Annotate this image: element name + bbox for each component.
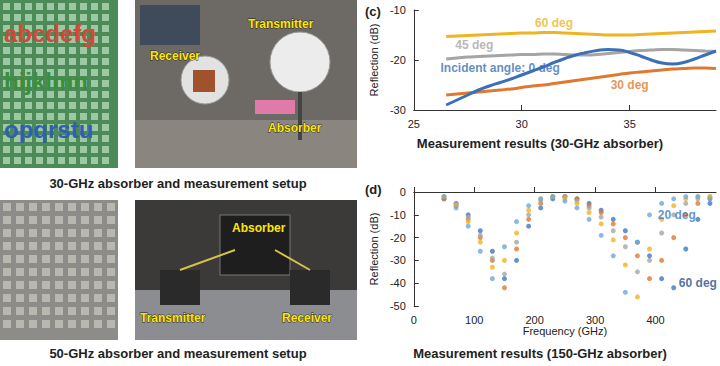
svg-text:300: 300 [586, 314, 604, 326]
svg-text:-50: -50 [390, 300, 406, 312]
svg-text:30 deg: 30 deg [611, 78, 649, 92]
svg-text:20 deg: 20 deg [658, 208, 696, 222]
svg-text:Measurement results (30-GHz ab: Measurement results (30-GHz absorber) [417, 136, 663, 151]
svg-text:-10: -10 [390, 209, 406, 221]
svg-text:-10: -10 [390, 4, 406, 16]
svg-text:400: 400 [646, 314, 664, 326]
svg-text:Transmitter: Transmitter [140, 311, 206, 325]
svg-text:Absorber: Absorber [268, 121, 322, 135]
svg-text:30-GHz absorber and measuremen: 30-GHz absorber and measurement setup [49, 176, 306, 191]
svg-text:35: 35 [624, 118, 636, 130]
svg-text:Transmitter: Transmitter [248, 17, 314, 31]
svg-text:opqrstu: opqrstu [4, 116, 93, 143]
svg-text:hijklmn: hijklmn [4, 68, 88, 95]
svg-text:60 deg: 60 deg [535, 16, 573, 30]
svg-text:25: 25 [408, 118, 420, 130]
svg-text:Incident angle: 0 deg: Incident angle: 0 deg [440, 61, 560, 75]
svg-text:60 deg: 60 deg [679, 276, 717, 290]
svg-text:Reflection (dB): Reflection (dB) [368, 24, 380, 97]
svg-text:Receiver: Receiver [150, 49, 200, 63]
svg-text:Absorber: Absorber [232, 221, 286, 235]
svg-text:Receiver: Receiver [282, 311, 332, 325]
svg-text:Reflection (dB): Reflection (dB) [368, 213, 380, 286]
svg-text:-30: -30 [390, 254, 406, 266]
svg-text:0: 0 [411, 314, 417, 326]
svg-text:-40: -40 [390, 277, 406, 289]
svg-text:(d): (d) [365, 182, 382, 197]
svg-text:0: 0 [400, 186, 406, 198]
svg-text:-30: -30 [390, 104, 406, 116]
svg-text:(c): (c) [365, 4, 381, 19]
svg-text:30: 30 [516, 118, 528, 130]
svg-text:50-GHz absorber and measuremen: 50-GHz absorber and measurement setup [49, 346, 306, 361]
svg-text:45 deg: 45 deg [455, 38, 493, 52]
svg-text:-20: -20 [390, 232, 406, 244]
svg-text:Frequency (GHz): Frequency (GHz) [523, 325, 607, 337]
svg-text:100: 100 [465, 314, 483, 326]
svg-text:Measurement results (150-GHz a: Measurement results (150-GHz absorber) [413, 346, 667, 361]
svg-text:-20: -20 [390, 54, 406, 66]
svg-text:abcdefg: abcdefg [4, 20, 96, 47]
svg-text:200: 200 [525, 314, 543, 326]
